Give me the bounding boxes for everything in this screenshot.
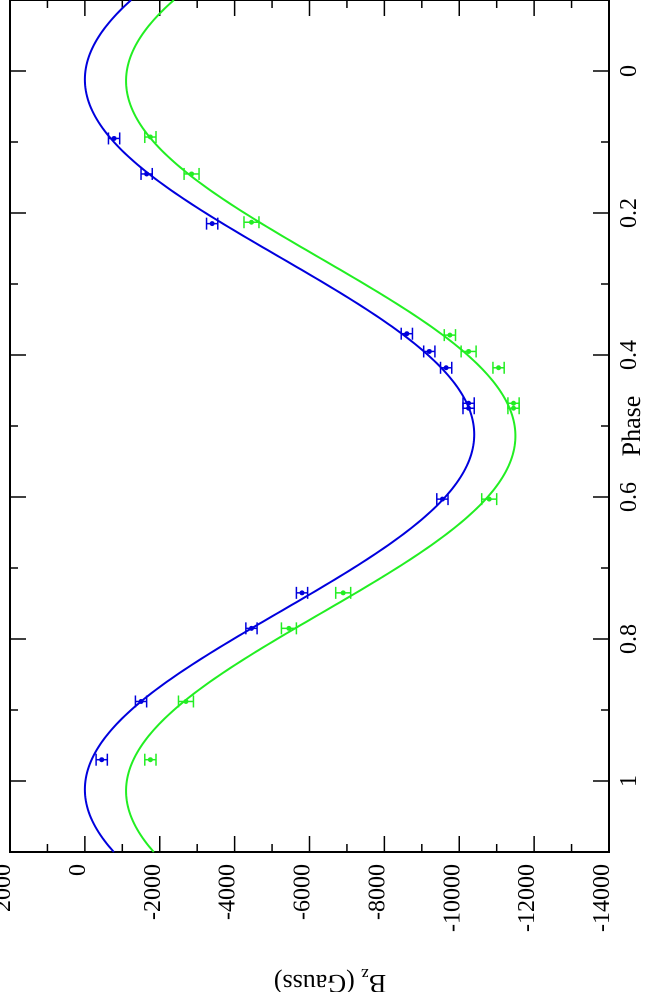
data-point-series-2: [177, 695, 195, 708]
bz-tick-label: -2000: [140, 864, 166, 920]
data-marker: [426, 348, 432, 354]
bz-tick-label: -4000: [215, 864, 241, 920]
ticks: [9, 0, 610, 853]
data-point-series-1: [134, 695, 148, 708]
data-point-series-2: [334, 586, 352, 599]
phase-tick-label: 0: [616, 65, 642, 77]
phase-tick-label: 0.2: [616, 198, 642, 228]
data-marker: [511, 400, 517, 406]
data-point-series-1: [140, 167, 154, 180]
data-marker: [496, 365, 502, 371]
data-marker: [511, 405, 517, 411]
data-marker: [443, 365, 449, 371]
data-point-series-2: [443, 329, 457, 342]
data-marker: [144, 171, 150, 177]
data-marker: [486, 496, 492, 502]
data-marker: [183, 698, 189, 704]
data-point-series-2: [460, 345, 477, 358]
phase-tick-label: 0.4: [616, 340, 642, 370]
data-point-series-1: [295, 586, 309, 599]
phase-tick-label: 1: [616, 775, 642, 787]
phase-tick-label: 0.6: [616, 482, 642, 512]
y-axis-label-rest: (Gauss): [274, 969, 361, 992]
data-point-series-2: [492, 361, 505, 374]
data-marker: [138, 698, 144, 704]
plot-frame: [9, 0, 610, 853]
bz-tick-label: 0: [65, 864, 91, 876]
data-marker: [439, 496, 445, 502]
data-point-series-1: [245, 622, 258, 635]
data-marker: [248, 219, 254, 225]
data-marker: [147, 134, 153, 140]
data-point-series-1: [205, 217, 219, 230]
data-marker: [404, 331, 410, 337]
bz-tick-label: -8000: [364, 864, 390, 920]
bz-tick-label: -6000: [290, 864, 316, 920]
data-point-series-2: [144, 131, 157, 144]
data-marker: [340, 590, 346, 596]
data-point-series-1: [95, 753, 109, 766]
data-marker: [248, 625, 254, 631]
data-marker: [466, 348, 472, 354]
data-point-series-1: [439, 361, 453, 374]
data-marker: [286, 625, 292, 631]
data-point-series-2: [507, 402, 520, 415]
phase-tick-label: 0.8: [616, 624, 642, 654]
data-point-series-2: [183, 167, 200, 180]
fit-curve-series-2: [125, 0, 517, 853]
y-axis-label-subscript: z: [361, 965, 369, 984]
data-point-series-2: [480, 493, 498, 506]
data-marker: [189, 171, 195, 177]
data-point-series-2: [243, 216, 260, 229]
data-point-series-2: [280, 622, 298, 635]
data-marker: [99, 757, 105, 763]
fit-curve-series-1: [83, 0, 476, 853]
bz-tick-label: -12000: [514, 864, 540, 932]
bz-tick-label: -14000: [589, 864, 615, 932]
data-point-series-1: [400, 327, 414, 340]
data-marker: [111, 135, 117, 141]
data-marker: [466, 405, 472, 411]
x-axis-label: Phase: [617, 396, 646, 457]
fit-curves: [83, 0, 517, 853]
data-marker: [299, 590, 305, 596]
data-marker: [447, 332, 453, 338]
tick-labels: 0 0.2 0.4 0.6 0.8 1 2000 0 -2000 -4000 -6000 -8000 -…: [0, 65, 642, 932]
data-marker: [147, 757, 153, 763]
data-point-series-1: [436, 493, 449, 506]
data-point-series-1: [107, 132, 121, 145]
data-marker: [466, 400, 472, 406]
data-point-series-1: [462, 402, 475, 415]
data-point-series-2: [144, 753, 157, 766]
bz-tick-label: 2000: [0, 864, 16, 912]
y-axis-label-main: B: [369, 969, 386, 992]
data-point-series-1: [422, 345, 436, 358]
data-marker: [209, 221, 215, 227]
y-axis-label: Bz (Gauss): [274, 965, 386, 992]
data-points: [95, 131, 520, 766]
bz-tick-label: -10000: [439, 864, 465, 932]
